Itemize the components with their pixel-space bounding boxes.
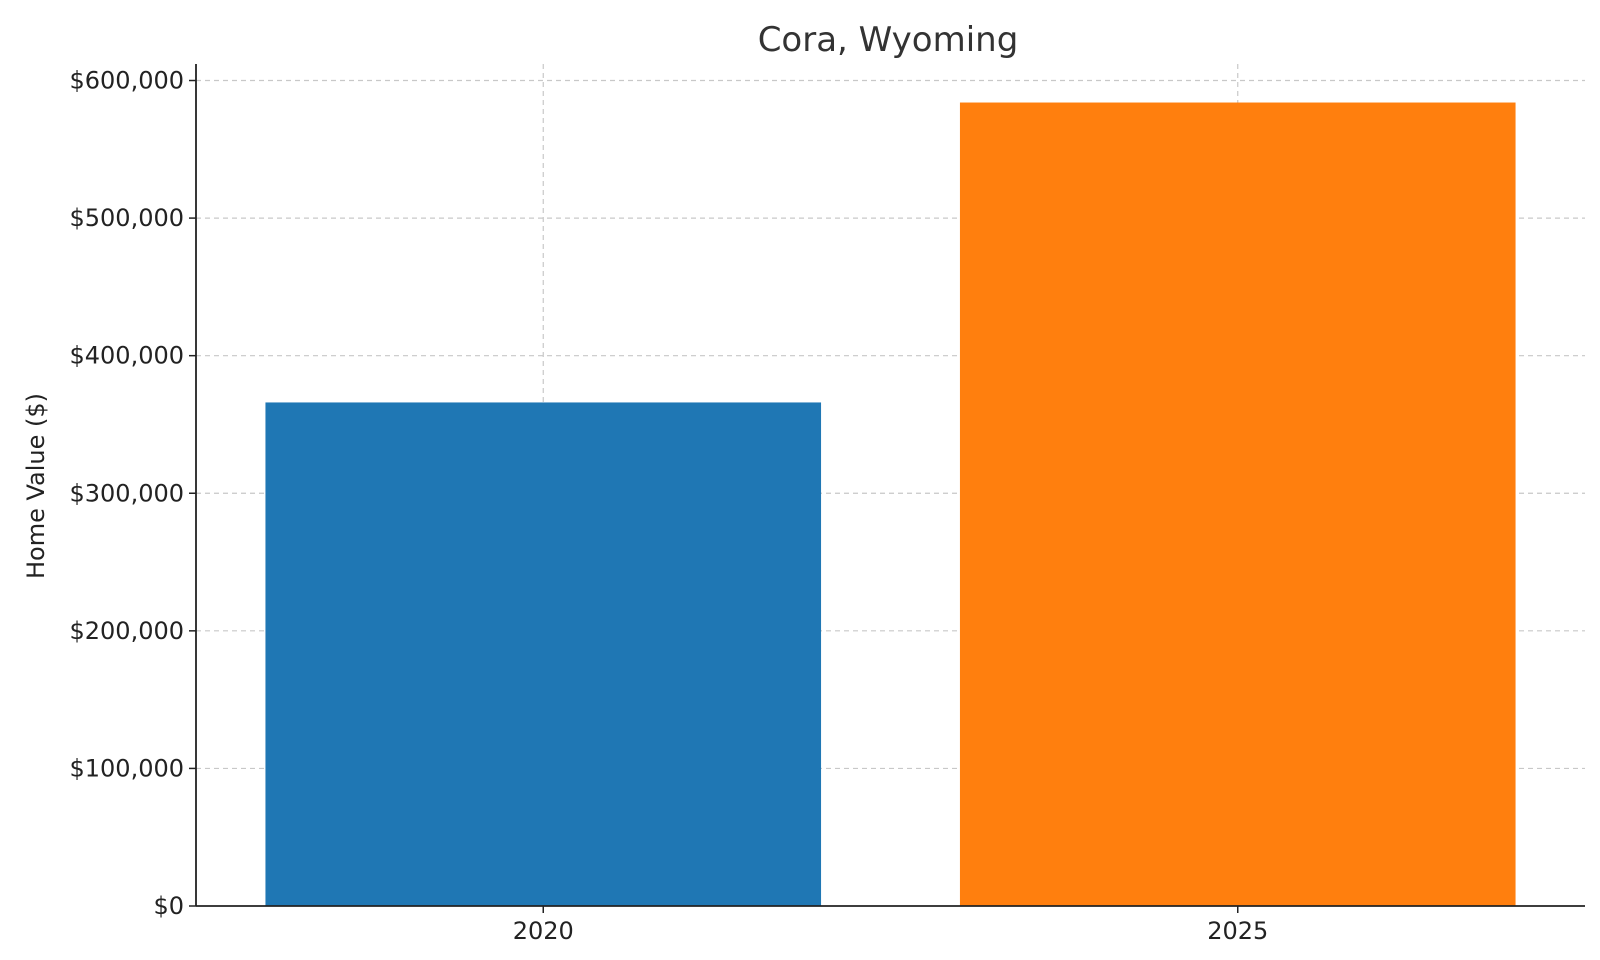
chart-title: Cora, Wyoming xyxy=(758,20,1019,60)
bar-2025 xyxy=(959,102,1516,906)
y-tick-label: $0 xyxy=(153,892,184,920)
axes-layer xyxy=(195,64,1585,907)
y-tick-label: $400,000 xyxy=(69,342,184,370)
x-tick-label: 2025 xyxy=(1207,917,1268,945)
x-tick-label: 2020 xyxy=(513,917,574,945)
y-tick-label: $100,000 xyxy=(69,754,184,782)
ticks-layer: $0 $100,000 $200,000 $300,000 $400,000 $500,0… xyxy=(69,67,1268,945)
y-axis-label: Home Value ($) xyxy=(22,393,50,579)
grid-layer xyxy=(196,64,1585,906)
y-tick-label: $500,000 xyxy=(69,204,184,232)
y-tick-label: $200,000 xyxy=(69,617,184,645)
y-tick-label: $600,000 xyxy=(69,67,184,95)
bars-layer xyxy=(265,102,1516,906)
y-tick-label: $300,000 xyxy=(69,479,184,507)
bar-2020 xyxy=(265,402,822,906)
